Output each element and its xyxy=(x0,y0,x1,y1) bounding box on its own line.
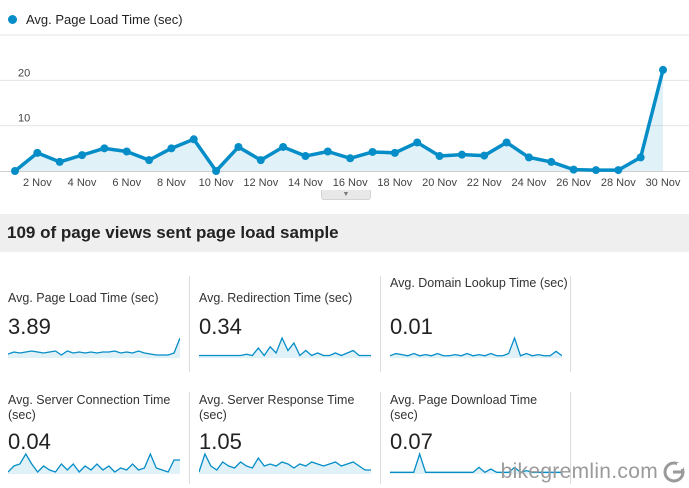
x-tick-label: 16 Nov xyxy=(333,177,368,189)
metric-tile-page-load[interactable]: Avg. Page Load Time (sec) 3.89 xyxy=(0,276,190,396)
sparkline-area xyxy=(199,454,371,474)
data-point xyxy=(636,153,645,162)
sparkline-area xyxy=(199,338,371,358)
metric-value: 0.04 xyxy=(8,429,51,454)
metric-tile-domain-lookup[interactable]: Avg. Domain Lookup Time (sec) 0.01 xyxy=(382,276,572,396)
x-tick-label: 10 Nov xyxy=(199,177,234,189)
collapse-arrow-icon: ▼ xyxy=(342,191,350,198)
y-tick-label: 30 xyxy=(18,32,30,34)
metric-value: 1.05 xyxy=(199,429,242,454)
chart-collapse-toggle[interactable]: ▼ xyxy=(321,190,371,200)
data-point xyxy=(234,142,243,151)
data-point xyxy=(569,165,578,174)
data-point xyxy=(279,142,288,151)
data-point xyxy=(368,147,377,156)
sparkline-line xyxy=(390,452,562,474)
metric-tile-server-response[interactable]: Avg. Server Response Time (sec) 1.05 xyxy=(191,392,381,488)
metric-sparkline xyxy=(8,337,180,358)
tile-divider xyxy=(570,276,571,372)
metric-title: Avg. Page Load Time (sec) xyxy=(8,291,159,305)
y-tick-label: 20 xyxy=(18,67,30,79)
x-tick-label: 2 Nov xyxy=(23,177,52,189)
data-point xyxy=(55,157,64,166)
data-point xyxy=(100,144,109,153)
data-point xyxy=(659,65,667,74)
x-tick-label: 8 Nov xyxy=(157,177,186,189)
sample-banner-text: 109 of page views sent page load sample xyxy=(7,223,339,242)
x-tick-label: 22 Nov xyxy=(467,177,502,189)
metric-value: 0.01 xyxy=(390,314,433,339)
sparkline-line xyxy=(199,336,371,357)
data-point xyxy=(524,153,533,162)
watermark-text: bikegremlin.com xyxy=(500,460,658,483)
x-tick-label: 12 Nov xyxy=(243,177,278,189)
data-point xyxy=(167,144,176,153)
sparkline-area xyxy=(8,338,180,358)
x-tick-label: 24 Nov xyxy=(512,177,547,189)
data-point xyxy=(145,156,154,165)
x-tick-label: 20 Nov xyxy=(422,177,457,189)
data-point xyxy=(78,151,87,160)
chart-legend[interactable]: Avg. Page Load Time (sec) xyxy=(8,10,183,28)
x-tick-label: 14 Nov xyxy=(288,177,323,189)
metric-title: Avg. Server Connection Time (sec) xyxy=(8,393,171,422)
data-point xyxy=(346,154,355,163)
sparkline-line xyxy=(8,337,180,356)
data-point xyxy=(480,151,489,160)
x-tick-label: 6 Nov xyxy=(112,177,141,189)
watermark: bikegremlin.com xyxy=(501,460,685,484)
metric-value: 0.34 xyxy=(199,314,242,339)
metric-sparkline xyxy=(390,336,562,358)
metric-title: Avg. Page Download Time (sec) xyxy=(390,393,538,422)
data-point xyxy=(256,156,265,165)
sample-banner: 109 of page views sent page load sample xyxy=(0,214,689,252)
y-tick-label: 10 xyxy=(18,113,30,125)
sparkline-line xyxy=(199,452,371,473)
page-load-line-chart: 10 20 30 2 Nov 4 Nov 6 Nov 8 Nov 10 Nov 12 Nov 1… xyxy=(0,32,689,189)
x-tick-label: 28 Nov xyxy=(601,177,636,189)
metric-title: Avg. Redirection Time (sec) xyxy=(199,291,353,305)
gremlin-logo-icon xyxy=(663,461,685,483)
data-point xyxy=(435,152,444,161)
metric-tile-server-connection[interactable]: Avg. Server Connection Time (sec) 0.04 xyxy=(0,392,190,488)
metric-title: Avg. Server Response Time (sec) xyxy=(199,393,355,422)
data-point xyxy=(502,138,511,147)
sparkline-line xyxy=(8,452,180,473)
data-point xyxy=(122,147,131,156)
legend-label: Avg. Page Load Time (sec) xyxy=(26,11,183,27)
tile-divider xyxy=(189,276,190,372)
metric-title: Avg. Domain Lookup Time (sec) xyxy=(390,276,568,290)
data-point xyxy=(11,167,19,175)
sparkline-line xyxy=(390,336,562,357)
data-point xyxy=(301,152,310,161)
data-point xyxy=(212,167,221,175)
tile-divider xyxy=(570,392,571,484)
tile-divider xyxy=(380,392,381,484)
series-area xyxy=(15,69,663,171)
data-point xyxy=(33,148,42,157)
metric-tile-page-download[interactable]: Avg. Page Download Time (sec) 0.07 xyxy=(382,392,572,488)
metric-sparkline xyxy=(199,336,371,358)
metric-sparkline xyxy=(390,452,562,474)
tile-divider xyxy=(380,276,381,372)
x-tick-label: 26 Nov xyxy=(556,177,591,189)
x-tick-label: 18 Nov xyxy=(377,177,412,189)
metric-value: 3.89 xyxy=(8,314,51,339)
data-point xyxy=(413,138,422,147)
x-tick-label: 30 Nov xyxy=(646,177,681,189)
metric-sparkline xyxy=(8,452,180,474)
metric-tile-redirection[interactable]: Avg. Redirection Time (sec) 0.34 xyxy=(191,276,381,396)
legend-dot-icon xyxy=(8,14,17,24)
metric-sparkline xyxy=(199,452,371,474)
data-point xyxy=(547,157,556,166)
data-point xyxy=(189,135,198,144)
data-point xyxy=(457,150,466,159)
tile-divider xyxy=(189,392,190,484)
data-point xyxy=(323,147,332,156)
data-point xyxy=(591,166,600,175)
data-point xyxy=(614,166,623,175)
metric-value: 0.07 xyxy=(390,429,433,454)
data-point xyxy=(390,148,399,157)
x-tick-label: 4 Nov xyxy=(68,177,97,189)
